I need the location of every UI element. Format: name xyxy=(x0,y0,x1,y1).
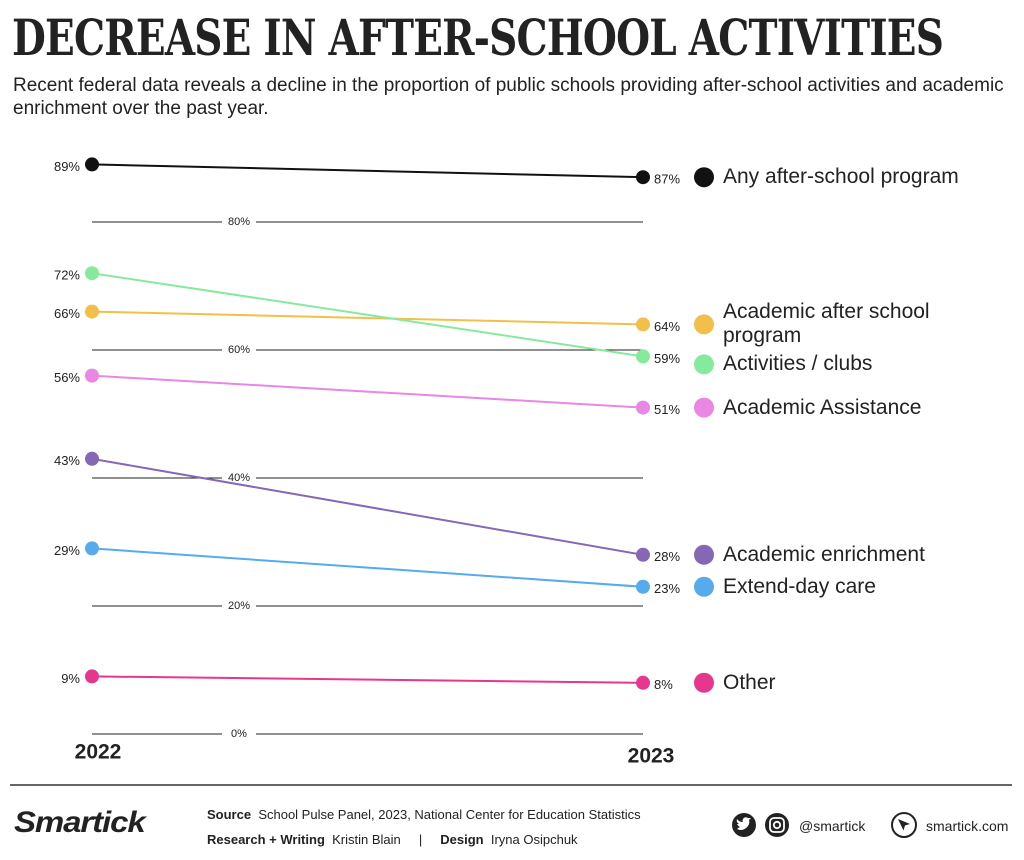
point xyxy=(85,451,99,466)
tick-label-bg xyxy=(222,727,256,741)
value-label: 66% xyxy=(54,306,80,321)
research: Kristin Blain xyxy=(332,832,401,847)
tick-label-bg xyxy=(222,215,256,229)
point xyxy=(636,400,650,415)
point xyxy=(636,170,650,185)
value-label: 64% xyxy=(654,319,680,334)
chart-title: DECREASE IN AFTER-SCHOOL ACTIVITIES xyxy=(12,8,944,67)
separator: | xyxy=(418,832,423,847)
legend-label: Extend-day care xyxy=(723,574,876,598)
logo: Smartick xyxy=(14,806,146,839)
value-label: 89% xyxy=(54,159,80,174)
point xyxy=(85,157,99,172)
slope-line xyxy=(91,675,644,684)
point xyxy=(85,368,99,383)
value-label: 9% xyxy=(61,671,80,686)
design: Iryna Osipchuk xyxy=(490,832,578,847)
y-tick-label: 80% xyxy=(228,216,250,228)
y-tick-label: 60% xyxy=(228,344,250,356)
social: @smartick xyxy=(799,818,866,834)
x-tick-label: 2022 xyxy=(75,741,122,764)
y-tick-label: 20% xyxy=(228,600,250,612)
slope-line xyxy=(91,310,644,326)
y-tick-label: 0% xyxy=(231,728,247,740)
credits-line: Research + Writing Kristin Blain | Desig… xyxy=(207,832,578,847)
source-label: Source xyxy=(207,807,252,822)
point xyxy=(636,579,650,594)
source-line: Source School Pulse Panel, 2023, Nationa… xyxy=(207,807,641,822)
legend-label: Academic after school program xyxy=(723,300,930,348)
legend-label: Academic enrichment xyxy=(723,542,925,566)
research-label: Research + Writing xyxy=(207,832,325,847)
design-label: Design xyxy=(440,832,484,847)
value-label: 87% xyxy=(654,172,680,187)
legend-marker xyxy=(694,397,714,418)
legend-marker xyxy=(694,354,714,375)
source: School Pulse Panel, 2023, National Cente… xyxy=(258,807,641,822)
website: smartick.com xyxy=(926,818,1009,834)
slope-line xyxy=(91,374,644,409)
legend-marker xyxy=(694,544,714,565)
tick-label-bg xyxy=(222,471,256,485)
legend-marker xyxy=(694,167,714,188)
x-tick-label: 2023 xyxy=(628,745,675,768)
point xyxy=(636,547,650,562)
instagram-icon xyxy=(765,813,789,837)
point xyxy=(85,541,99,556)
value-label: 23% xyxy=(654,581,680,596)
legend-label: Other xyxy=(723,670,776,694)
twitter-icon xyxy=(732,813,756,837)
slope-line xyxy=(91,457,644,556)
point xyxy=(636,675,650,690)
value-label: 72% xyxy=(54,268,80,283)
y-tick-label: 40% xyxy=(228,472,250,484)
legend-marker xyxy=(694,672,714,693)
point xyxy=(636,349,650,364)
chart-subtitle: Recent federal data reveals a decline in… xyxy=(13,75,1004,119)
slope-line xyxy=(91,272,644,358)
tick-label-bg xyxy=(222,599,256,613)
legend-marker xyxy=(694,576,714,597)
slope-line xyxy=(91,163,644,179)
cursor-icon xyxy=(891,812,917,838)
value-label: 43% xyxy=(54,453,80,468)
tick-label-bg xyxy=(222,343,256,357)
point xyxy=(85,304,99,319)
legend-label: Activities / clubs xyxy=(723,352,873,376)
value-label: 56% xyxy=(54,370,80,385)
point xyxy=(85,266,99,281)
legend-marker xyxy=(694,314,714,335)
point xyxy=(636,317,650,332)
value-label: 59% xyxy=(654,351,680,366)
value-label: 28% xyxy=(654,549,680,564)
value-label: 8% xyxy=(654,677,673,692)
legend-label: Any after-school program xyxy=(723,165,959,189)
legend-label: Academic Assistance xyxy=(723,395,922,419)
value-label: 51% xyxy=(654,402,680,417)
point xyxy=(85,669,99,684)
value-label: 29% xyxy=(54,543,80,558)
slope-line xyxy=(91,547,644,588)
